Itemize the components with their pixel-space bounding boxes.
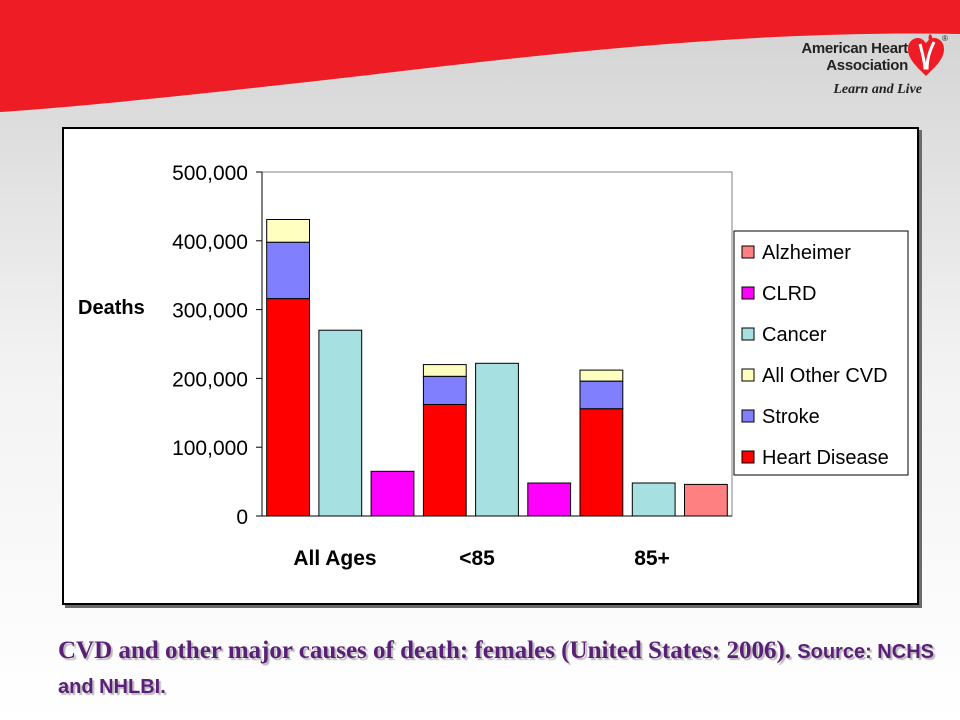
x-group-label: 85+ — [634, 547, 670, 570]
logo-line1: American Heart — [801, 40, 908, 57]
legend-label-clrd: CLRD — [762, 283, 816, 305]
logo-line2: Association — [826, 57, 908, 74]
slide-caption: CVD and other major causes of death: fem… — [58, 634, 938, 704]
bar-segment-85-stroke — [422, 375, 467, 406]
y-tick-label: 0 — [236, 506, 248, 529]
bar-segment-85-heart-disease — [579, 408, 624, 517]
bar-segment-85-clrd — [527, 482, 572, 517]
legend-box — [733, 230, 909, 476]
legend-swatch-alzheimer — [741, 245, 755, 259]
legend-label-stroke: Stroke — [762, 406, 820, 428]
y-tick-label: 100,000 — [172, 437, 248, 460]
legend-swatch-cancer — [741, 327, 755, 341]
bar-segment-all-ages-heart-disease — [266, 298, 310, 517]
bar-segment-85-heart-disease — [422, 404, 467, 517]
legend-label-all-other-cvd: All Other CVD — [762, 365, 888, 387]
legend-label-cancer: Cancer — [762, 324, 827, 346]
bar-segment-all-ages-clrd — [370, 470, 415, 517]
registered-mark: ® — [942, 34, 948, 43]
bar-segment-85-cancer — [631, 482, 676, 517]
logo-text: American Heart Association — [788, 40, 908, 74]
caption-source: Source: NCHS and NHLBI. — [58, 641, 934, 698]
chart: 0 100,000 200,000 300,000 400,000 500,000 Dea… — [78, 162, 909, 570]
legend-swatch-heart-disease — [741, 450, 755, 464]
bar-segment-85-cancer — [475, 362, 519, 517]
red-banner — [0, 0, 960, 112]
y-axis-label: Deaths — [78, 297, 145, 319]
y-tick-label: 300,000 — [172, 300, 248, 323]
caption-main: CVD and other major causes of death: fem… — [58, 637, 792, 664]
legend-label-heart-disease: Heart Disease — [762, 447, 889, 469]
bar-segment-all-ages-all-other-cvd — [266, 219, 310, 243]
legend-swatch-stroke — [741, 409, 755, 423]
x-group-label: All Ages — [293, 547, 376, 570]
bar-segment-all-ages-stroke — [266, 241, 310, 300]
bar-segment-85-stroke — [579, 380, 624, 410]
y-tick-label: 500,000 — [172, 162, 248, 185]
y-tick-label: 400,000 — [172, 231, 248, 254]
x-group-label: <85 — [459, 547, 495, 570]
legend-swatch-all-other-cvd — [741, 368, 755, 382]
bar-segment-85-alzheimer — [684, 483, 728, 517]
bar-segment-85-all-other-cvd — [422, 364, 467, 377]
chart-panel: 0 100,000 200,000 300,000 400,000 500,000 Dea… — [62, 127, 919, 605]
heart-torch-icon — [908, 34, 944, 76]
bar-segment-all-ages-cancer — [318, 329, 363, 517]
y-tick-label: 200,000 — [172, 368, 248, 391]
legend-swatch-clrd — [741, 286, 755, 300]
bar-segment-85-all-other-cvd — [579, 369, 624, 382]
aha-logo: American Heart Association ® Learn and L… — [788, 32, 948, 102]
logo-tagline: Learn and Live — [833, 82, 922, 97]
legend-label-alzheimer: Alzheimer — [762, 242, 851, 264]
